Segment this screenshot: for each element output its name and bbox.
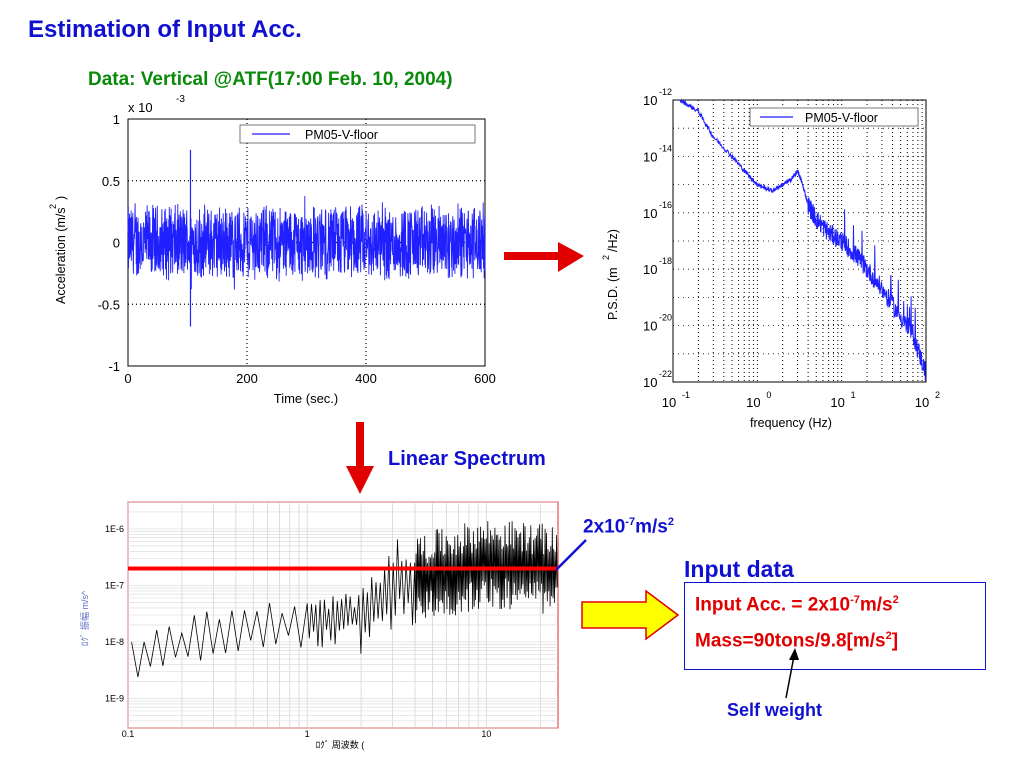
psd-x-tick-base: 10 (746, 395, 760, 410)
time-x-tick: 0 (124, 371, 131, 386)
spectrum-y-label: ﾛｸﾞ 振幅 m/s^ (79, 590, 90, 646)
psd-y-tick: 10-20 (643, 313, 672, 334)
psd-y-label: P.S.D. (m (606, 267, 620, 320)
psd-x-tick-exp: 2 (935, 390, 940, 400)
time-ticks: 0 200 400 600 1 0.5 0 -0.5 -1 (98, 112, 496, 386)
time-x-tick: 600 (474, 371, 496, 386)
spectrum-x-tick: 10 (481, 729, 491, 739)
psd-y-tick-exp: -16 (659, 200, 672, 210)
psd-series-line (679, 98, 927, 381)
psd-y-tick-base: 10 (643, 262, 657, 277)
time-y-tick: 1 (113, 112, 120, 127)
psd-y-tick-exp: -12 (659, 87, 672, 97)
data-subtitle: Data: Vertical @ATF(17:00 Feb. 10, 2004) (88, 69, 453, 90)
down-arrow (346, 422, 374, 494)
self-weight-label: Self weight (727, 700, 823, 720)
psd-y-tick-base: 10 (643, 319, 657, 334)
right-arrow (504, 242, 584, 272)
time-y-label-exp: 2 (48, 204, 58, 209)
psd-y-tick: 10-12 (643, 87, 672, 108)
yellow-arrow (581, 589, 680, 641)
psd-x-tick: 10 1 (830, 390, 855, 410)
psd-legend-box (749, 107, 919, 127)
input-acc-exp: -7 (850, 594, 860, 606)
annotation-exp: -7 (625, 516, 636, 528)
spectrum-x-label: ﾛｸﾞ 周波数 ( (316, 739, 365, 750)
time-scale-exp: -3 (176, 94, 185, 105)
psd-x-tick-base: 10 (662, 395, 676, 410)
psd-x-tick-base: 10 (915, 395, 929, 410)
psd-x-tick: 10 0 (746, 390, 771, 410)
time-y-tick: 0 (113, 236, 120, 251)
time-y-label-close: ) (54, 196, 68, 200)
psd-y-tick: 10-16 (643, 200, 672, 221)
psd-x-tick-base: 10 (830, 395, 844, 410)
spectrum-y-tick: 1E-8 (105, 637, 124, 647)
psd-y-tick-exp: -14 (659, 143, 672, 153)
linear-spectrum-label: Linear Spectrum (388, 448, 546, 470)
psd-grid (673, 100, 926, 382)
annotation-pointer (555, 539, 587, 571)
psd-x-tick-exp: 1 (851, 390, 856, 400)
psd-y-tick-base: 10 (643, 149, 657, 164)
psd-x-tick-exp: 0 (766, 390, 771, 400)
input-acc-unit-exp: 2 (892, 594, 899, 606)
psd-y-tick: 10-18 (643, 256, 672, 277)
page-title: Estimation of Input Acc. (28, 16, 302, 43)
mass-text: Mass=90tons/9.8[m/s2] (695, 630, 898, 652)
psd-x-tick: 10 2 (915, 390, 940, 410)
spectrum-y-tick: 1E-9 (105, 693, 124, 703)
time-x-label: Time (sec.) (274, 391, 339, 406)
time-legend-box (239, 124, 476, 144)
psd-y-label-close: /Hz) (606, 229, 620, 252)
mass-prefix: Mass=90tons/9.8[m/s (695, 630, 886, 652)
psd-legend-label: PM05-V-floor (805, 111, 878, 125)
psd-x-label: frequency (Hz) (750, 416, 832, 430)
psd-chart: 10 -1 10 0 10 1 10 210-1210-1410-1610-1810-2010… (601, 87, 940, 430)
time-signal (127, 149, 486, 327)
psd-y-tick-base: 10 (643, 206, 657, 221)
time-scale-prefix: x 10 (128, 100, 153, 115)
input-acc-prefix: Input Acc. = 2x10 (695, 594, 851, 616)
time-x-tick: 200 (236, 371, 258, 386)
psd-y-tick-exp: -22 (659, 369, 672, 379)
spectrum-x-tick: 1 (305, 729, 310, 739)
spectrum-y-tick: 1E-7 (105, 580, 124, 590)
mass-suffix: ] (891, 630, 899, 652)
psd-y-tick: 10-14 (643, 143, 672, 164)
time-x-tick: 400 (355, 371, 377, 386)
input-data-box (684, 582, 986, 670)
input-data-heading: Input data (684, 556, 794, 582)
time-legend-label: PM05-V-floor (305, 128, 378, 142)
time-signal-line (127, 195, 486, 290)
annotation-base: 2x10 (583, 516, 626, 538)
spectrum-series-line (131, 521, 558, 678)
spectrum-y-tick: 1E-6 (105, 524, 124, 534)
time-y-tick: -1 (108, 359, 120, 374)
annotation-unit: m/s (635, 516, 668, 538)
psd-y-tick-exp: -20 (659, 313, 672, 323)
mass-exp: 2 (885, 630, 892, 642)
time-y-label: Acceleration (m/s (54, 207, 68, 304)
linear-spectrum-chart: 0.1 1 10 1E-6 1E-7 1E-8 1E-9 ﾛｸﾞ 周波数 ( ﾛｸﾞ 振幅 … (79, 501, 559, 750)
reference-annotation: 2x10-7m/s2 (583, 516, 674, 538)
psd-ticks: 10 -1 10 0 10 1 10 210-1210-1410-1610-1810-2010… (643, 87, 940, 410)
annotation-unit-exp: 2 (667, 516, 674, 528)
spectrum-x-tick: 0.1 (122, 729, 135, 739)
spectrum-ticks: 0.1 1 10 1E-6 1E-7 1E-8 1E-9 (105, 524, 491, 739)
self-weight-pointer (785, 648, 799, 699)
time-y-tick: -0.5 (98, 297, 120, 312)
psd-y-tick-base: 10 (643, 375, 657, 390)
psd-y-tick-exp: -18 (659, 256, 672, 266)
psd-y-tick: 10-22 (643, 369, 672, 390)
input-acc-unit: m/s (859, 594, 893, 616)
input-acc-text: Input Acc. = 2x10-7m/s2 (695, 594, 899, 616)
psd-x-tick-exp: -1 (682, 390, 690, 400)
psd-x-tick: 10 -1 (662, 390, 690, 410)
time-y-tick: 0.5 (102, 174, 120, 189)
psd-y-label-exp: 2 (601, 255, 611, 260)
psd-y-tick-base: 10 (643, 93, 657, 108)
